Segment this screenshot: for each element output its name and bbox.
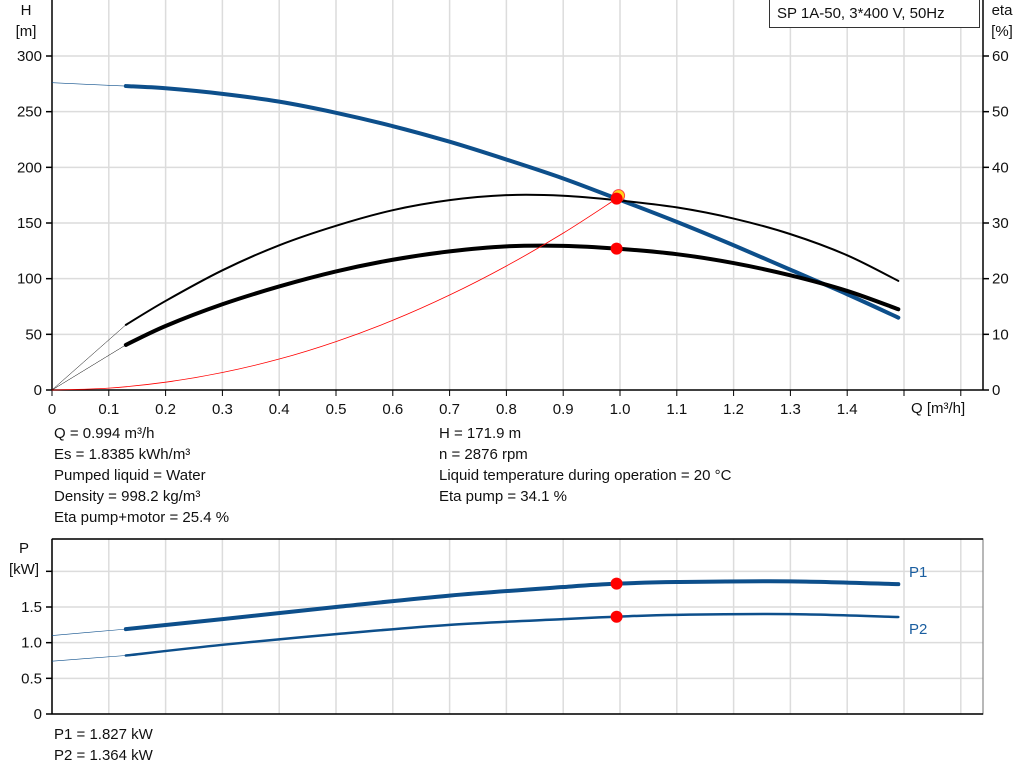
duty-point-marker — [610, 192, 623, 205]
info-liquid: Pumped liquid = Water — [54, 467, 206, 484]
eta-tick-label: 10 — [992, 326, 1009, 343]
power-plot-frame — [51, 538, 984, 715]
duty-point-marker — [610, 242, 623, 255]
x-tick-label: 0.7 — [439, 401, 460, 418]
power-point-marker — [610, 610, 623, 623]
eta-tick-label: 30 — [992, 215, 1009, 232]
x-tick-label: 0.9 — [553, 401, 574, 418]
x-tick-label: 1.4 — [837, 401, 858, 418]
info-p2: P2 = 1.364 kW — [54, 747, 153, 764]
operating-info-right: H = 171.9 m n = 2876 rpm Liquid temperat… — [439, 423, 731, 507]
eta-axis-label-name: eta — [991, 2, 1013, 19]
p-tick-label: 0.5 — [21, 670, 42, 687]
x-tick-label: 0.6 — [382, 401, 403, 418]
h-tick-label: 200 — [17, 159, 42, 176]
h-axis-label-name: H — [20, 2, 32, 19]
info-eta-pump: Eta pump = 34.1 % — [439, 488, 567, 505]
x-tick-label: 0.8 — [496, 401, 517, 418]
eta-tick-label: 40 — [992, 159, 1009, 176]
eta-tick-label: 0 — [992, 382, 1000, 399]
p-axis-label: P [kW] — [6, 538, 42, 580]
h-tick-label: 150 — [17, 215, 42, 232]
p-tick-label: 1.0 — [21, 635, 42, 652]
x-tick-label: 1.2 — [723, 401, 744, 418]
p-axis-label-unit: [kW] — [9, 561, 39, 578]
h-tick-label: 50 — [25, 326, 42, 343]
curve-p2 — [124, 612, 900, 657]
x-tick-label: 1.1 — [666, 401, 687, 418]
x-tick-label: 0.4 — [269, 401, 290, 418]
curve-eta_total — [123, 243, 901, 347]
curve-p2-extension — [51, 655, 126, 662]
info-temperature: Liquid temperature during operation = 20… — [439, 467, 732, 484]
info-speed: n = 2876 rpm — [439, 446, 528, 463]
curve-system — [51, 198, 617, 391]
eta-tick-label: 60 — [992, 48, 1009, 65]
legend-p1: P1 — [909, 564, 928, 581]
curve-eta_pump-extension — [51, 324, 127, 391]
h-axis-label-unit: [m] — [15, 23, 37, 40]
info-energy: Es = 1.8385 kWh/m³ — [54, 446, 191, 463]
h-tick-label: 100 — [17, 271, 42, 288]
x-tick-label: 0.3 — [212, 401, 233, 418]
power-info: P1 = 1.827 kW P2 = 1.364 kW — [54, 724, 153, 766]
curve-eta_total-extension — [51, 344, 126, 391]
curve-eta_pump — [124, 193, 900, 326]
curve-head-extension — [51, 82, 126, 87]
eta-axis-label-unit: [%] — [991, 23, 1013, 40]
h-tick-label: 250 — [17, 104, 42, 121]
eta-tick-label: 20 — [992, 271, 1009, 288]
curve-p1-extension — [51, 628, 126, 636]
p-tick-label: 1.5 — [21, 599, 42, 616]
p-axis-label-name: P — [18, 540, 29, 557]
p-tick-label: 0 — [34, 706, 42, 723]
h-tick-label: 0 — [34, 382, 42, 399]
power-point-marker — [610, 577, 623, 590]
info-eta-total: Eta pump+motor = 25.4 % — [54, 509, 230, 526]
x-tick-label: 1.3 — [780, 401, 801, 418]
pump-title: SP 1A-50, 3*400 V, 50Hz — [769, 0, 980, 28]
info-flow: Q = 0.994 m³/h — [54, 425, 155, 442]
curve-p1 — [123, 579, 901, 632]
eta-axis-label: eta [%] — [987, 0, 1017, 42]
curve-head — [123, 84, 901, 320]
eta-tick-label: 50 — [992, 104, 1009, 121]
info-p1: P1 = 1.827 kW — [54, 726, 153, 743]
legend-p2: P2 — [909, 621, 928, 638]
info-head: H = 171.9 m — [439, 425, 522, 442]
h-axis-label: H [m] — [12, 0, 40, 42]
operating-info-left: Q = 0.994 m³/h Es = 1.8385 kWh/m³ Pumped… — [54, 423, 229, 528]
x-tick-label: 1.0 — [610, 401, 631, 418]
x-tick-label: 0.5 — [326, 401, 347, 418]
x-tick-label: 0.2 — [155, 401, 176, 418]
x-tick-label: 0 — [48, 401, 56, 418]
h-tick-label: 300 — [17, 48, 42, 65]
q-axis-label: Q [m³/h] — [911, 400, 966, 417]
info-density: Density = 998.2 kg/m³ — [54, 488, 201, 505]
x-tick-label: 0.1 — [98, 401, 119, 418]
